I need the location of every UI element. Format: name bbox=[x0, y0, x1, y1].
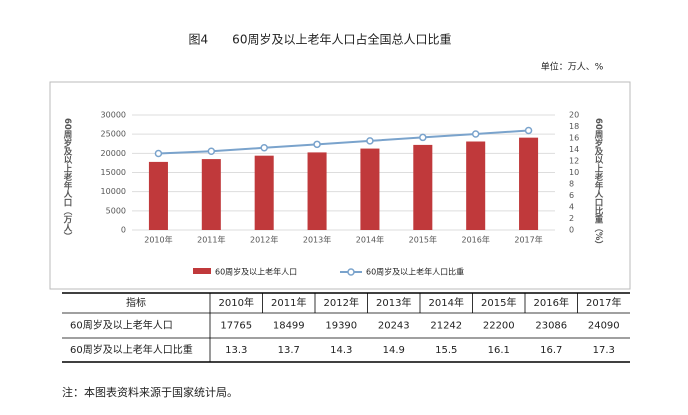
y2-tick-label: 20 bbox=[569, 111, 579, 120]
x-tick-label: 2017年 bbox=[514, 235, 542, 245]
y2-tick-label: 0 bbox=[569, 226, 574, 235]
table-cell: 19390 bbox=[325, 321, 357, 332]
table-header: 2013年 bbox=[376, 296, 411, 309]
x-tick-label: 2015年 bbox=[409, 235, 437, 245]
y-tick-label: 5000 bbox=[106, 206, 126, 215]
table-header: 2010年 bbox=[219, 296, 254, 309]
y-tick-label: 30000 bbox=[101, 111, 126, 120]
line-marker bbox=[313, 140, 321, 149]
legend-label: 60周岁及以上老年人口 bbox=[215, 267, 297, 277]
line-marker bbox=[207, 147, 216, 155]
table-cell: 22200 bbox=[483, 321, 515, 332]
bar bbox=[360, 148, 380, 230]
table-cell: 23086 bbox=[535, 321, 567, 332]
y2-tick-label: 10 bbox=[569, 168, 579, 177]
table-cell: 16.7 bbox=[540, 345, 562, 356]
table-row-label: 60周岁及以上老年人口比重 bbox=[70, 343, 193, 356]
table-cell: 24090 bbox=[588, 321, 620, 332]
line-marker bbox=[366, 137, 374, 145]
table-cell: 20243 bbox=[378, 321, 410, 332]
table-cell: 14.3 bbox=[330, 345, 352, 356]
y2-tick-label: 8 bbox=[569, 180, 574, 189]
line-marker bbox=[154, 149, 163, 158]
y-tick-label: 25000 bbox=[101, 130, 126, 139]
bar bbox=[413, 144, 433, 230]
unit-label: 单位：万人、% bbox=[541, 61, 604, 73]
legend-swatch bbox=[193, 268, 211, 274]
y2-tick-label: 16 bbox=[569, 134, 579, 143]
data-table: 指标 2010年 2011年 2012年 2013年 2014年 2015年 2016年 201… bbox=[62, 292, 630, 363]
y-tick-label: 0 bbox=[121, 226, 126, 235]
table-header: 2011年 bbox=[271, 296, 306, 309]
x-tick-label: 2012年 bbox=[250, 235, 278, 245]
y2-tick-label: 4 bbox=[569, 203, 574, 212]
x-tick-label: 2013年 bbox=[303, 235, 331, 245]
y2-tick-label: 12 bbox=[569, 157, 579, 166]
x-tick-label: 2011年 bbox=[197, 235, 225, 245]
table-header: 2012年 bbox=[324, 296, 359, 309]
bar bbox=[519, 137, 539, 230]
legend-label: 60周岁及以上老年人口比重 bbox=[366, 267, 464, 277]
table-header: 2014年 bbox=[429, 296, 464, 309]
line-marker bbox=[471, 130, 480, 138]
table-cell: 18499 bbox=[273, 321, 305, 332]
bar bbox=[254, 155, 274, 230]
line-marker bbox=[260, 144, 268, 152]
note: 注：本图表资料来源于国家统计局。 bbox=[62, 385, 238, 399]
y-tick-label: 10000 bbox=[101, 187, 126, 196]
y-tick-label: 15000 bbox=[101, 168, 126, 177]
table-header: 2016年 bbox=[534, 296, 569, 309]
table-row-label: 60周岁及以上老年人口 bbox=[70, 319, 173, 332]
table-cell: 15.5 bbox=[435, 345, 457, 356]
table-cell: 13.3 bbox=[225, 345, 247, 356]
y-axis-title: 60周岁及以上老年人口（万人） bbox=[62, 118, 73, 240]
table-cell: 13.7 bbox=[278, 345, 300, 356]
table-cell: 17765 bbox=[220, 321, 252, 332]
table-cell: 16.1 bbox=[488, 345, 510, 356]
table-header: 2017年 bbox=[586, 296, 621, 309]
y-tick-label: 20000 bbox=[101, 149, 126, 158]
figure-title: 图4 60周岁及以上老年人口占全国总人口比重 bbox=[189, 32, 452, 47]
table-cell: 14.9 bbox=[383, 345, 405, 356]
y2-tick-label: 14 bbox=[569, 145, 579, 154]
y2-tick-label: 2 bbox=[569, 214, 574, 223]
table-cell: 21242 bbox=[430, 321, 462, 332]
y2-tick-label: 6 bbox=[569, 191, 574, 200]
line bbox=[158, 129, 529, 155]
chart-frame bbox=[49, 81, 631, 290]
bar bbox=[148, 161, 168, 230]
table-header: 2015年 bbox=[481, 296, 516, 309]
x-tick-label: 2010年 bbox=[144, 235, 172, 245]
legend-swatch bbox=[347, 268, 355, 276]
x-tick-label: 2014年 bbox=[356, 235, 384, 245]
line-marker bbox=[419, 133, 427, 142]
bar bbox=[201, 159, 221, 230]
table-header: 指标 bbox=[126, 296, 146, 309]
y2-axis-title: 60周岁及以上老年人口比重（%） bbox=[593, 118, 604, 249]
table-cell: 17.3 bbox=[593, 345, 615, 356]
x-tick-label: 2016年 bbox=[462, 235, 490, 245]
line-marker bbox=[524, 126, 533, 135]
bar bbox=[307, 152, 327, 230]
y2-tick-label: 18 bbox=[569, 122, 579, 131]
bar bbox=[466, 141, 486, 230]
